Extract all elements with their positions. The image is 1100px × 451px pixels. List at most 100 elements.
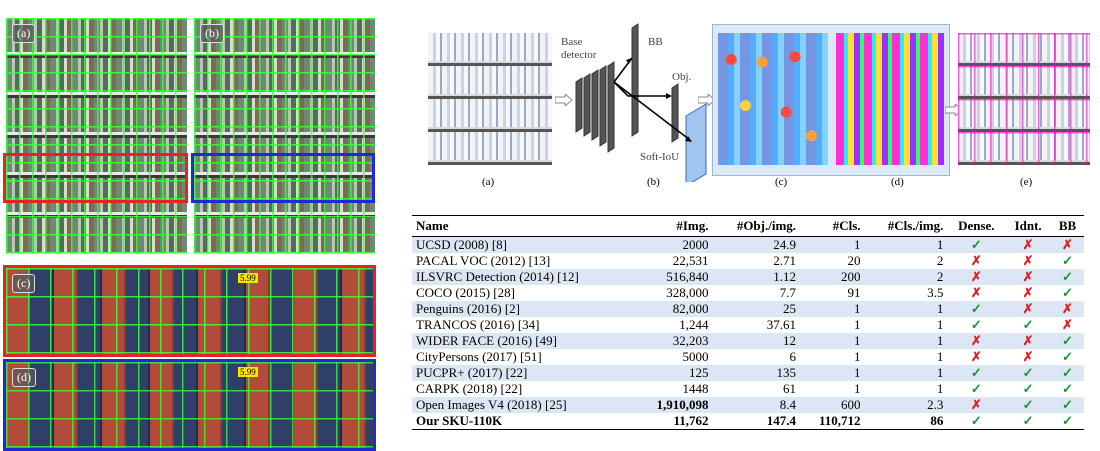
blue-highlight-frame-b xyxy=(191,153,375,203)
cell-cls-per-img: 1 xyxy=(936,381,944,396)
detection-boxes xyxy=(6,18,187,254)
cell-bb: ✓ xyxy=(1050,397,1084,413)
cell-bb: ✓ xyxy=(1050,333,1084,349)
table-header-row: Name #Img. #Obj./img. #Cls. #Cls./img. D… xyxy=(412,215,1084,237)
cell-bb: ✓ xyxy=(1062,253,1073,268)
cell-bb: ✓ xyxy=(1062,381,1073,396)
table-row: Our SKU-110K 11,762 147.4 110,712 86 ✓ ✓ ✓ xyxy=(412,413,1084,430)
red-highlight-frame-a xyxy=(3,153,188,203)
cell-idnt: ✗ xyxy=(1022,285,1034,300)
cell-img: 82,000 xyxy=(634,301,713,317)
table-row: TRANCOS (2016) [34] 1,244 37.61 1 1 ✓ ✓ ✗ xyxy=(412,317,1084,333)
table-row: COCO (2015) [28] 328,000 7.7 91 3.5 ✗ ✗ ✓ xyxy=(412,285,1084,301)
table-row: PACAL VOC (2012) [13] 22,531 2.71 20 2 ✗ ✗ ✓ xyxy=(412,253,1084,269)
cell-bb: ✗ xyxy=(1050,301,1084,317)
clustered-boxes-image xyxy=(836,33,944,165)
table-row: PUCPR+ (2017) [22] 125 135 1 1 ✓ ✓ ✓ xyxy=(412,365,1084,381)
cell-idnt: ✗ xyxy=(1022,253,1034,268)
caption-c: (c) xyxy=(775,176,788,188)
price-tag: 5.99 xyxy=(238,367,258,377)
cell-dense: ✓ xyxy=(970,317,982,332)
cell-cls: 1 xyxy=(800,236,865,253)
table-row: CARPK (2018) [22] 1448 61 1 1 ✓ ✓ ✓ xyxy=(412,381,1084,397)
cell-img: 5000 xyxy=(682,349,709,364)
caption-e: (e) xyxy=(1020,176,1033,188)
caption-a: (a) xyxy=(482,176,495,188)
cell-cls: 110,712 xyxy=(800,413,865,430)
shelf-photo-d: (d) 5.99 xyxy=(6,362,373,448)
table-row: Open Images V4 (2018) [25] 1,910,098 8.4 60… xyxy=(412,397,1084,413)
cell-dense: ✓ xyxy=(970,381,982,396)
panel-label-b: (b) xyxy=(200,24,224,43)
cell-cls: 1 xyxy=(800,333,865,349)
cell-name: UCSD (2008) [8] xyxy=(412,236,635,253)
cell-cls: 1 xyxy=(854,381,861,396)
cell-img: 516,840 xyxy=(634,269,713,285)
cell-cls-per-img: 1 xyxy=(864,236,948,253)
cell-img: 11,762 xyxy=(634,413,713,430)
cell-name: ILSVRC Detection (2014) [12] xyxy=(412,269,635,285)
cell-name: PUCPR+ (2017) [22] xyxy=(412,365,635,381)
header-name: Name xyxy=(412,215,635,237)
cell-dense: ✓ xyxy=(947,301,1006,317)
cell-idnt: ✗ xyxy=(1005,301,1051,317)
heatmap-image xyxy=(718,33,828,165)
cell-name: CARPK (2018) [22] xyxy=(416,381,523,396)
table-row: UCSD (2008) [8] 2000 24.9 1 1 ✓ ✗ ✗ xyxy=(412,236,1084,253)
cell-bb: ✗ xyxy=(1062,317,1073,332)
pipeline-arrow-b xyxy=(698,94,716,106)
base-detector-label: Base detector xyxy=(561,36,597,61)
caption-d: (d) xyxy=(891,176,904,188)
header-img: #Img. xyxy=(634,215,713,237)
cell-idnt: ✓ xyxy=(1022,317,1034,332)
cell-idnt: ✓ xyxy=(1022,381,1034,396)
cell-img: 32,203 xyxy=(634,333,713,349)
cell-cls-per-img: 1 xyxy=(864,301,948,317)
detection-boxes xyxy=(6,362,373,448)
cell-name: CityPersons (2017) [51] xyxy=(416,349,542,364)
table-row: ILSVRC Detection (2014) [12] 516,840 1.12 2… xyxy=(412,269,1084,285)
table-row: WIDER FACE (2016) [49] 32,203 12 1 1 ✗ ✗ ✓ xyxy=(412,333,1084,349)
detection-boxes xyxy=(194,18,375,254)
cell-obj-per-img: 8.4 xyxy=(712,397,801,413)
cell-dense: ✓ xyxy=(947,236,1006,253)
caption-b: (b) xyxy=(647,176,660,188)
red-zoom-frame-c xyxy=(3,265,376,357)
detection-boxes xyxy=(958,33,1090,165)
cell-name: Penguins (2016) [2] xyxy=(412,301,635,317)
cell-name: Open Images V4 (2018) [25] xyxy=(412,397,635,413)
cell-obj-per-img: 7.7 xyxy=(779,285,797,300)
shelf-photo-c: (c) 5.99 xyxy=(6,268,373,354)
panel-label-c: (c) xyxy=(12,274,36,293)
header-idnt: Idnt. xyxy=(1005,215,1051,237)
cell-dense: ✗ xyxy=(947,397,1006,413)
cell-cls: 600 xyxy=(800,397,865,413)
cell-obj-per-img: 6 xyxy=(789,349,797,364)
pipeline-arrow-a xyxy=(555,94,573,106)
header-cls-per-img: #Cls./img. xyxy=(864,215,948,237)
network-diagram xyxy=(575,23,707,182)
cell-img: 2000 xyxy=(634,236,713,253)
cell-cls-per-img: 1 xyxy=(864,333,948,349)
cell-img: 1448 xyxy=(682,381,709,396)
cell-img: 1,910,098 xyxy=(634,397,713,413)
cell-obj-per-img: 1.12 xyxy=(712,269,801,285)
header-cls: #Cls. xyxy=(800,215,865,237)
cell-dense: ✓ xyxy=(947,413,1006,430)
cell-idnt: ✓ xyxy=(1005,365,1051,381)
cell-name: TRANCOS (2016) [34] xyxy=(416,317,540,332)
cell-dense: ✗ xyxy=(947,269,1006,285)
dataset-comparison-table: Name #Img. #Obj./img. #Cls. #Cls./img. D… xyxy=(412,215,1084,430)
table-row: CityPersons (2017) [51] 5000 6 1 1 ✗ ✗ ✓ xyxy=(412,349,1084,365)
panel-label-a: (a) xyxy=(12,24,36,43)
cell-idnt: ✓ xyxy=(1005,397,1051,413)
cell-cls-per-img: 2 xyxy=(864,269,948,285)
cell-idnt: ✓ xyxy=(1005,413,1051,430)
cell-obj-per-img: 25 xyxy=(712,301,801,317)
cell-bb: ✓ xyxy=(1062,285,1073,300)
bb-label: BB xyxy=(648,36,663,48)
cell-img: 1,244 xyxy=(679,317,709,332)
cell-name: COCO (2015) [28] xyxy=(416,285,515,300)
cell-cls: 20 xyxy=(847,253,861,268)
cell-bb: ✓ xyxy=(1050,413,1084,430)
